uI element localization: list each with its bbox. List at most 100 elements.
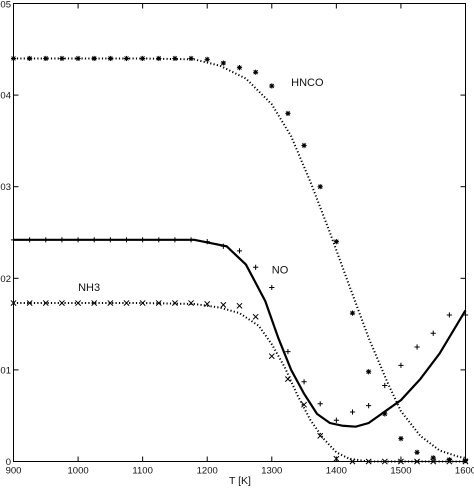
series-labels: HNCO NO NH3: [78, 77, 324, 294]
no-series-label: NO: [272, 265, 289, 277]
no-data-point: [285, 348, 291, 355]
no-data-point: [123, 237, 130, 243]
nh3-data-point: [301, 401, 308, 408]
no-data-point: [91, 237, 97, 243]
nh3-data-point: [123, 300, 130, 306]
no-data-point: [107, 237, 113, 243]
nh3-data-point: [188, 300, 195, 306]
x-axis-ticks: 900 1000 1100 1200 1300 1400 1500 1600: [6, 3, 474, 477]
no-data-point: [10, 237, 17, 243]
y-axis-ticks: 0 0.001 0.002 0.003 0.004 0.005: [0, 0, 466, 468]
x-tick-label: 900: [6, 466, 22, 477]
hnco-data-point: [301, 142, 307, 149]
x-tick-label: 1300: [261, 466, 282, 477]
nh3-series-label: NH3: [78, 282, 100, 294]
nh3-data-point: [446, 458, 453, 465]
nh3-data-point: [42, 300, 49, 306]
nh3-data-point: [139, 300, 146, 306]
no-data-point: [27, 237, 33, 243]
no-data-point: [462, 312, 469, 318]
hnco-data-point: [317, 184, 323, 190]
y-tick-label: 0: [6, 457, 11, 468]
nh3-data-point: [171, 300, 178, 306]
x-tick-label: 1500: [390, 466, 411, 477]
nh3-data-point: [381, 458, 388, 465]
x-tick-label: 1000: [68, 466, 89, 477]
x-tick-label: 1400: [326, 466, 347, 477]
nh3-data-point: [26, 300, 33, 306]
x-tick-label: 1200: [197, 466, 218, 477]
no-data-point: [253, 264, 259, 270]
nh3-data-point: [397, 458, 404, 465]
no-data-point: [236, 248, 243, 254]
y-tick-label: 0.001: [0, 365, 11, 376]
hnco-data-point: [398, 436, 404, 442]
nh3-data-point: [75, 300, 82, 306]
hnco-data-point: [204, 56, 210, 62]
nh3-data-point: [284, 376, 291, 383]
hnco-data-point: [220, 60, 226, 66]
nh3-model-line: [13, 302, 466, 463]
nh3-data-point: [155, 300, 162, 306]
no-data-point: [333, 417, 339, 423]
no-data-point: [430, 330, 436, 336]
no-data-point: [317, 401, 323, 407]
hnco-data-point: [333, 239, 339, 245]
nh3-data-point: [107, 300, 114, 306]
hnco-data-point: [59, 55, 65, 62]
hnco-data-point: [123, 55, 130, 62]
nh3-data-point: [317, 432, 324, 439]
hnco-data-point: [269, 83, 275, 89]
hnco-data-point: [91, 55, 97, 62]
no-data-point: [382, 382, 388, 389]
nh3-data-point: [236, 302, 243, 309]
hnco-data-point: [285, 110, 291, 117]
no-data-point: [188, 237, 194, 243]
hnco-data-point: [349, 310, 356, 316]
hnco-data-point: [253, 69, 259, 75]
hnco-data-point: [188, 55, 194, 62]
x-tick-label: 1100: [132, 466, 152, 477]
hnco-data-point: [414, 449, 420, 455]
no-data-point: [140, 237, 146, 243]
nh3-data-point: [220, 301, 227, 308]
nh3-data-point: [333, 455, 340, 462]
no-model-line: [13, 238, 467, 428]
no-data-point: [43, 237, 49, 243]
y-tick-label: 0.003: [0, 182, 11, 193]
nh3-data-point: [91, 300, 98, 306]
nh3-data-point: [268, 353, 275, 360]
x-axis-title: T [K]: [229, 475, 251, 487]
nh3-data-point: [414, 458, 421, 465]
nh3-data-point: [430, 458, 437, 465]
hnco-data-point: [366, 369, 372, 375]
hnco-data-point: [446, 457, 452, 463]
hnco-data-point: [107, 55, 113, 62]
nh3-data-point: [252, 313, 259, 320]
no-data-point: [398, 362, 404, 368]
no-data-point: [349, 409, 356, 415]
nh3-data-point: [365, 458, 372, 465]
no-data-point: [75, 237, 81, 243]
hnco-data-point: [236, 65, 243, 71]
no-data-point: [204, 239, 210, 245]
y-tick-label: 0.005: [0, 0, 11, 11]
hnco-data-point: [430, 455, 436, 461]
no-data-point: [156, 237, 162, 243]
x-tick-label: 1600: [455, 466, 474, 477]
hnco-data-point: [462, 457, 469, 464]
y-tick-label: 0.002: [0, 274, 11, 285]
hnco-data-point: [27, 55, 33, 62]
plot-frame: [13, 3, 466, 462]
y-tick-label: 0.004: [0, 91, 11, 102]
hnco-data-point: [382, 411, 388, 417]
hnco-data-point: [75, 55, 81, 62]
no-data-point: [59, 237, 65, 243]
hnco-data-point: [140, 55, 146, 62]
nh3-data-point: [10, 300, 17, 306]
hnco-data-point: [43, 55, 49, 62]
hnco-series-label: HNCO: [291, 77, 324, 89]
no-measured-points: [10, 237, 469, 423]
hnco-data-point: [172, 55, 178, 62]
